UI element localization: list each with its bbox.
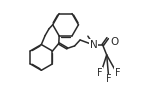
Text: N: N (90, 40, 98, 50)
Text: O: O (111, 37, 119, 47)
Text: F: F (97, 68, 103, 78)
Text: F: F (106, 74, 111, 84)
Text: F: F (115, 68, 120, 78)
